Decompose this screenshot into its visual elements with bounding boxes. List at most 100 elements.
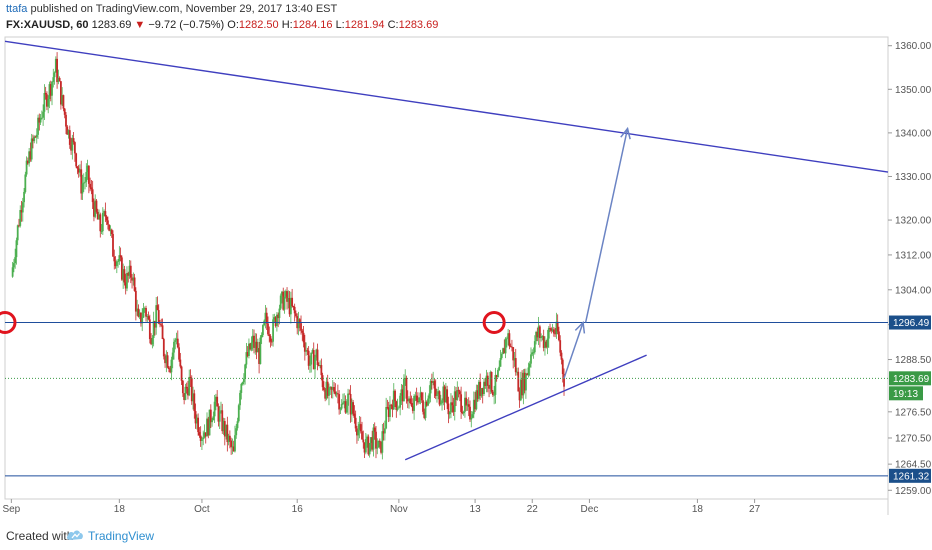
candle-body: [49, 84, 52, 96]
candle-body: [381, 431, 384, 453]
candle-body: [331, 386, 334, 390]
candle-body: [131, 277, 133, 281]
candle-body: [132, 277, 135, 281]
candle-body: [432, 381, 435, 383]
candle-body: [161, 325, 164, 340]
candle-body: [522, 372, 525, 396]
candle-body: [354, 417, 357, 429]
candle-body: [75, 153, 78, 167]
candle-body: [493, 394, 496, 396]
candle-body: [24, 174, 27, 192]
candle-body: [28, 151, 31, 164]
candle-body: [537, 326, 540, 338]
publish-text: published on TradingView.com, November 2…: [30, 3, 338, 15]
candle-body: [142, 308, 145, 318]
candle-body: [283, 296, 286, 310]
candle-body: [396, 407, 399, 410]
candle-body: [453, 391, 456, 412]
candle-body: [404, 377, 407, 379]
candle-body: [199, 435, 202, 441]
author-name[interactable]: ttafa: [6, 3, 28, 15]
x-tick-label: 16: [292, 504, 304, 515]
candle-body: [325, 381, 328, 399]
candle-body: [357, 429, 360, 436]
candle-body: [362, 439, 365, 443]
candle-body: [160, 324, 163, 326]
candle-body: [486, 375, 489, 386]
candle-body: [306, 350, 309, 352]
candle-body: [489, 371, 492, 389]
candle-body: [33, 136, 36, 142]
candle-body: [236, 421, 239, 429]
candle-body: [538, 326, 541, 339]
candle-body: [514, 358, 517, 373]
candle-body: [409, 398, 412, 404]
candle-body: [319, 365, 321, 366]
candle-body: [95, 200, 98, 212]
candle-body: [447, 403, 450, 415]
candle-body: [227, 435, 230, 443]
candle-body: [532, 352, 535, 354]
tradingview-brand[interactable]: TradingView: [88, 529, 155, 543]
candle-body: [490, 371, 493, 392]
candle-body: [451, 402, 454, 406]
upper-trendline: [4, 40, 889, 173]
candle-body: [437, 391, 440, 395]
candle-body: [469, 406, 471, 420]
candle-body: [314, 357, 316, 370]
price-chart[interactable]: 1360.00 1350.00 1340.00 1330.00 1320.00 1312.…: [0, 0, 932, 520]
candle-body: [443, 386, 446, 403]
candle-body: [114, 261, 117, 267]
candle-body: [272, 319, 274, 342]
candle-body: [371, 437, 374, 450]
candle-body: [309, 364, 311, 366]
candle-body: [179, 359, 182, 367]
candle-body: [378, 440, 381, 442]
candle-body: [126, 273, 128, 289]
x-tick-label: Sep: [2, 504, 20, 515]
highlight-circle: [0, 311, 17, 335]
candle-body: [474, 399, 476, 410]
candle-body: [269, 336, 272, 342]
candle-body: [44, 93, 47, 95]
candle-body: [171, 352, 174, 360]
candle-body: [231, 446, 234, 448]
candle-body: [558, 331, 560, 341]
candle-body: [201, 439, 203, 441]
candle-body: [423, 411, 426, 418]
y-tick-label: 1270.50: [895, 433, 932, 444]
candle-body: [476, 390, 479, 399]
candle-body: [547, 328, 550, 339]
candle-body: [128, 265, 131, 276]
candle-body: [20, 210, 23, 213]
level-price-label: 1261.32: [893, 471, 930, 482]
candle-body: [336, 393, 339, 395]
candle-body: [212, 416, 215, 421]
candle-body: [270, 341, 273, 343]
candle-body: [399, 395, 402, 408]
low-label: L:: [335, 19, 345, 31]
candle-body: [364, 439, 367, 453]
candle-body: [170, 359, 173, 373]
candle-body: [531, 352, 534, 355]
candle-body: [211, 420, 213, 423]
candle-body: [197, 417, 200, 433]
candle-body: [305, 350, 308, 352]
candle-body: [491, 391, 494, 396]
candle-body: [551, 329, 554, 331]
candle-body: [209, 409, 212, 423]
candle-body: [330, 387, 333, 390]
candle-body: [498, 366, 501, 371]
candle-body: [99, 214, 102, 232]
x-tick-label: Oct: [194, 504, 210, 515]
candle-body: [519, 379, 522, 401]
candle-body: [48, 84, 51, 99]
candle-body: [291, 297, 294, 306]
candle-body: [143, 308, 146, 309]
candle-body: [383, 428, 386, 434]
candle-body: [244, 364, 247, 379]
candle-body: [127, 273, 130, 276]
candles: [11, 52, 565, 460]
candle-body: [93, 202, 95, 217]
candle-body: [159, 323, 161, 325]
